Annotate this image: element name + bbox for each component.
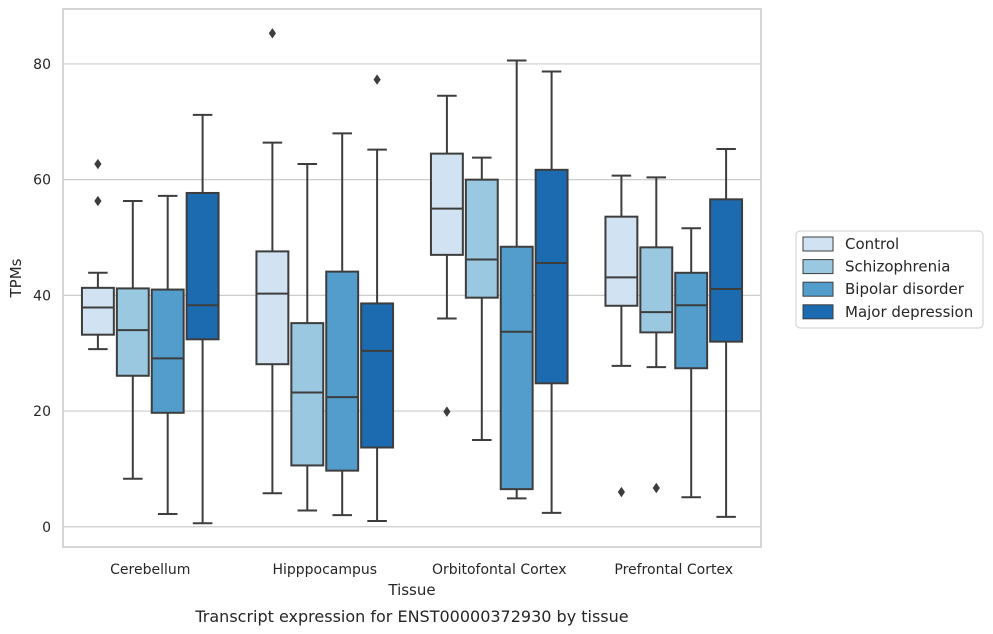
y-tick-label: 20 xyxy=(33,404,51,420)
box-body xyxy=(709,198,744,343)
box-body xyxy=(290,322,325,467)
box-body xyxy=(604,215,639,307)
y-tick-label: 80 xyxy=(33,57,51,73)
box-body xyxy=(499,245,534,491)
box-control xyxy=(255,28,290,495)
legend-label: Bipolar disorder xyxy=(845,280,965,298)
outlier-point xyxy=(373,74,381,85)
box-body xyxy=(674,271,709,370)
box-bipolar-disorder xyxy=(674,227,709,499)
x-axis-label: Tissue xyxy=(387,581,435,599)
legend-swatch xyxy=(802,236,834,252)
box-bipolar-disorder xyxy=(499,59,534,500)
box-control xyxy=(429,94,464,417)
box-bipolar-disorder xyxy=(325,132,360,517)
box-schizophrenia xyxy=(464,156,499,441)
x-tick-labels: Cerebellum Hipppocampus Orbitofontal Corte… xyxy=(110,562,733,578)
x-tick-label: Prefrontal Cortex xyxy=(614,562,733,578)
legend-frame xyxy=(795,230,984,329)
legend-label: Schizophrenia xyxy=(845,258,950,276)
box-major-depression xyxy=(185,113,220,525)
y-tick-labels: 0 20 40 60 80 xyxy=(33,57,51,536)
chart-caption: Transcript expression for ENST0000037293… xyxy=(194,607,628,626)
box-major-depression xyxy=(534,70,569,514)
outlier-point xyxy=(94,195,102,207)
box-body xyxy=(429,152,464,256)
box-body xyxy=(325,270,360,472)
box-schizophrenia xyxy=(639,176,674,494)
outlier-point xyxy=(268,28,276,39)
box-body xyxy=(255,250,290,366)
box-body xyxy=(360,302,395,449)
outlier-point xyxy=(617,486,625,498)
legend-swatch xyxy=(802,304,834,320)
box-schizophrenia xyxy=(115,200,150,480)
boxes xyxy=(80,28,744,525)
box-control xyxy=(80,158,115,351)
box-body xyxy=(534,168,569,385)
box-body xyxy=(150,288,185,414)
box-control xyxy=(604,174,639,498)
box-body xyxy=(639,246,674,334)
x-tick-label: Orbitofontal Cortex xyxy=(432,562,567,578)
box-body xyxy=(80,286,115,336)
box-body xyxy=(185,191,220,341)
y-axis-label: TPMs xyxy=(7,258,25,298)
box-schizophrenia xyxy=(290,163,325,512)
x-tick-label: Hipppocampus xyxy=(272,562,377,578)
y-tick-label: 0 xyxy=(42,520,51,536)
box-major-depression xyxy=(709,147,744,518)
legend-label: Control xyxy=(845,235,899,253)
y-tick-label: 40 xyxy=(33,288,51,304)
legend-swatch xyxy=(802,281,834,297)
box-major-depression xyxy=(360,74,395,522)
legend: Control Schizophrenia Bipolar disorder Majo… xyxy=(795,230,984,329)
outlier-point xyxy=(443,406,451,417)
legend-label: Major depression xyxy=(845,303,973,321)
y-tick-label: 60 xyxy=(33,173,51,189)
legend-swatch xyxy=(802,259,834,275)
box-bipolar-disorder xyxy=(150,194,185,516)
box-body xyxy=(464,178,499,299)
box-body xyxy=(115,287,150,377)
x-tick-label: Cerebellum xyxy=(110,562,190,578)
outlier-point xyxy=(652,482,660,494)
outlier-point xyxy=(94,158,102,170)
